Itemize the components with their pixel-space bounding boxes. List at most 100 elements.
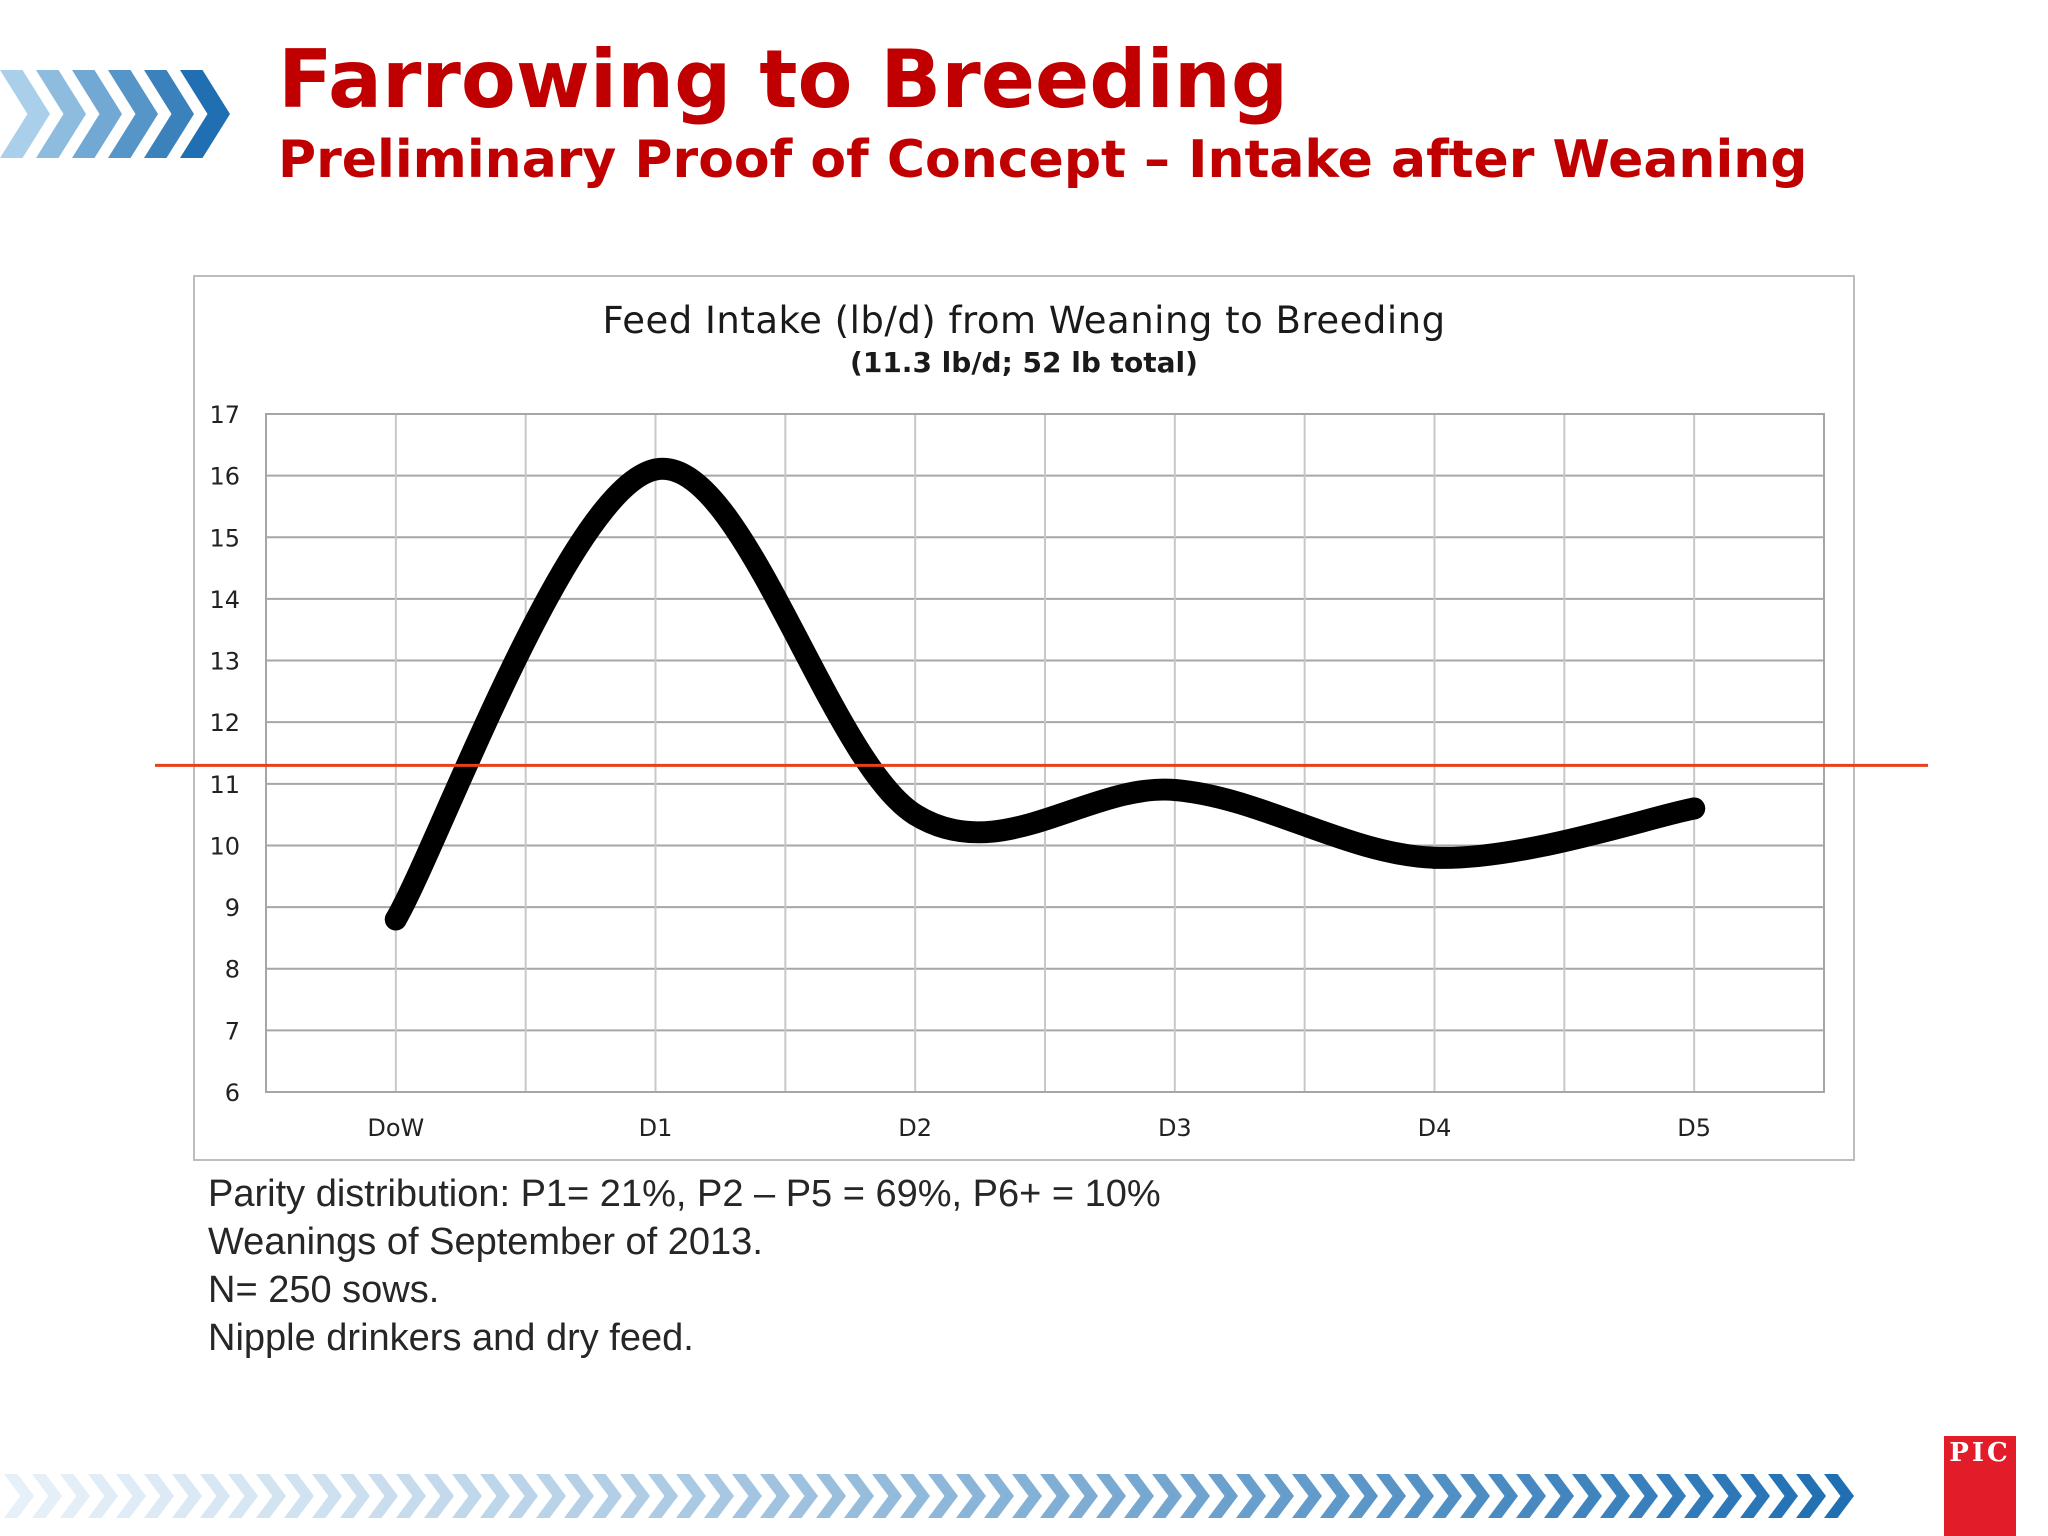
chevron-icon	[508, 1474, 538, 1518]
y-tick-label: 15	[209, 524, 240, 552]
chevron-icon	[88, 1474, 118, 1518]
chevron-icon	[1544, 1474, 1574, 1518]
chevron-icon	[1516, 1474, 1546, 1518]
chevron-icon	[256, 1474, 286, 1518]
notes-list: Parity distribution: P1= 21%, P2 – P5 = …	[208, 1170, 1161, 1362]
chevron-icon	[180, 70, 230, 158]
chevron-icon	[816, 1474, 846, 1518]
chevron-icon	[1684, 1474, 1714, 1518]
chevron-icon	[676, 1474, 706, 1518]
chevron-icon	[1320, 1474, 1350, 1518]
y-tick-label: 8	[225, 956, 240, 984]
note-weanings: Weanings of September of 2013.	[208, 1221, 763, 1263]
chevron-icon	[1628, 1474, 1658, 1518]
chevron-icon	[368, 1474, 398, 1518]
chevron-icon	[1040, 1474, 1070, 1518]
chevron-icon	[620, 1474, 650, 1518]
chevron-icon	[1152, 1474, 1182, 1518]
chevron-icon	[452, 1474, 482, 1518]
x-tick-label: DoW	[367, 1114, 424, 1142]
chevron-icon	[1600, 1474, 1630, 1518]
chevron-icon	[1768, 1474, 1798, 1518]
y-tick-label: 14	[209, 586, 240, 614]
series-point	[904, 803, 927, 826]
chevron-icon	[1488, 1474, 1518, 1518]
chevron-icon	[872, 1474, 902, 1518]
series-point	[644, 458, 667, 481]
pic-logo: PIC	[1944, 1436, 2016, 1536]
chevron-icon	[200, 1474, 230, 1518]
chevron-icon	[928, 1474, 958, 1518]
y-tick-label: 16	[209, 463, 240, 491]
slide-subtitle: Preliminary Proof of Concept – Intake af…	[278, 130, 1808, 190]
chevron-icon	[1292, 1474, 1322, 1518]
chevron-icon	[1740, 1474, 1770, 1518]
chevron-icon	[144, 1474, 174, 1518]
chevron-icon	[312, 1474, 342, 1518]
y-tick-label: 6	[225, 1079, 240, 1107]
chart-title: Feed Intake (lb/d) from Weaning to Breed…	[602, 299, 1446, 342]
chart-subtitle: (11.3 lb/d; 52 lb total)	[850, 346, 1198, 379]
pic-logo-text: PIC	[1949, 1438, 2011, 1468]
chevron-icon	[1012, 1474, 1042, 1518]
slide-title: Farrowing to Breeding	[278, 33, 1289, 126]
chevron-icon	[1180, 1474, 1210, 1518]
chevron-icon	[4, 1474, 34, 1518]
chevron-icon	[592, 1474, 622, 1518]
chevron-icon	[144, 70, 194, 158]
y-tick-label: 9	[225, 894, 240, 922]
chevron-icon	[956, 1474, 986, 1518]
chevron-icon	[900, 1474, 930, 1518]
chevron-icon	[648, 1474, 678, 1518]
y-tick-label: 12	[209, 709, 240, 737]
y-tick-label: 7	[225, 1017, 240, 1045]
chevron-icon	[1796, 1474, 1826, 1518]
header-chevrons-icon	[0, 70, 230, 158]
series-point	[1423, 846, 1446, 869]
chevron-icon	[340, 1474, 370, 1518]
chevron-icon	[1404, 1474, 1434, 1518]
chevron-icon	[0, 70, 50, 158]
chevron-icon	[1236, 1474, 1266, 1518]
chevron-icon	[108, 70, 158, 158]
chevron-icon	[396, 1474, 426, 1518]
chevron-icon	[72, 70, 122, 158]
chevron-icon	[60, 1474, 90, 1518]
note-parity: Parity distribution: P1= 21%, P2 – P5 = …	[208, 1173, 1161, 1215]
y-tick-label: 13	[209, 648, 240, 676]
x-tick-label: D3	[1158, 1114, 1192, 1142]
chevron-icon	[1824, 1474, 1854, 1518]
chevron-icon	[172, 1474, 202, 1518]
series-point	[1683, 797, 1706, 820]
chevron-icon	[704, 1474, 734, 1518]
chevron-icon	[788, 1474, 818, 1518]
note-drinkers-feed: Nipple drinkers and dry feed.	[208, 1317, 694, 1359]
x-tick-label: D2	[898, 1114, 932, 1142]
chevron-icon	[284, 1474, 314, 1518]
series-point	[1163, 778, 1186, 801]
y-tick-label: 11	[209, 771, 240, 799]
chevron-icon	[1348, 1474, 1378, 1518]
chevron-icon	[984, 1474, 1014, 1518]
chevron-icon	[1432, 1474, 1462, 1518]
chevron-icon	[1572, 1474, 1602, 1518]
y-tick-label: 17	[209, 401, 240, 429]
chevron-icon	[1124, 1474, 1154, 1518]
chevron-icon	[1208, 1474, 1238, 1518]
footer-chevrons-icon	[4, 1474, 1854, 1518]
x-tick-label: D1	[639, 1114, 673, 1142]
chevron-icon	[1656, 1474, 1686, 1518]
chevron-icon	[844, 1474, 874, 1518]
chevron-icon	[1068, 1474, 1098, 1518]
chevron-icon	[32, 1474, 62, 1518]
chevron-icon	[1096, 1474, 1126, 1518]
chevron-icon	[1460, 1474, 1490, 1518]
chevron-icon	[536, 1474, 566, 1518]
chevron-icon	[116, 1474, 146, 1518]
chevron-icon	[732, 1474, 762, 1518]
chevron-icon	[760, 1474, 790, 1518]
y-tick-label: 10	[209, 832, 240, 860]
note-sample-size: N= 250 sows.	[208, 1269, 440, 1311]
x-tick-label: D4	[1418, 1114, 1452, 1142]
